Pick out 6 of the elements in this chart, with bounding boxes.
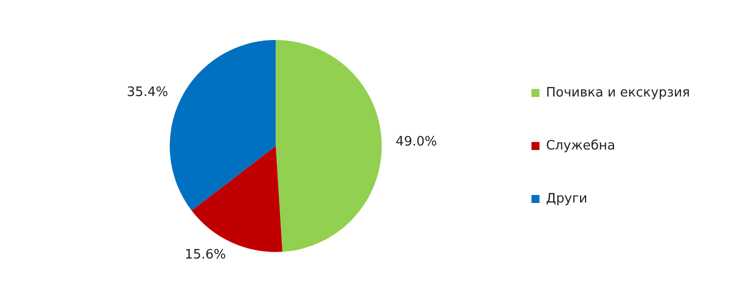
data-label: 35.4% (126, 85, 168, 100)
data-label: 15.6% (184, 248, 226, 263)
data-label: 49.0% (396, 134, 437, 150)
legend-label: Други (546, 191, 588, 206)
legend-label: Почивка и екскурзия (546, 85, 690, 100)
legend-label: Служебна (546, 138, 616, 154)
